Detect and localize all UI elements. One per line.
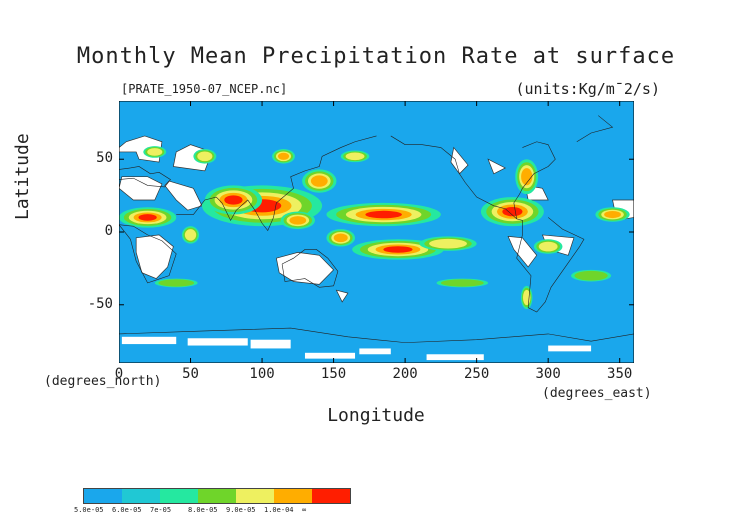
x-tick-label: 300 — [535, 366, 561, 382]
colorbar-label: 7e-05 — [150, 506, 172, 514]
missing-data-patch — [275, 252, 335, 285]
coastline — [390, 135, 585, 313]
y-tick-label: 0 — [104, 223, 113, 239]
colorbar-label: 9.0e-05 — [226, 506, 256, 514]
y-unit-label: (degrees_north) — [44, 374, 162, 389]
missing-data-patch — [121, 336, 177, 345]
x-tick-label: 350 — [607, 366, 633, 382]
precip-contour — [502, 206, 523, 217]
coastline — [119, 166, 171, 188]
precip-contour — [440, 279, 484, 287]
colorbar-label: 8.0e-05 — [188, 506, 218, 514]
precip-contour — [289, 216, 307, 225]
missing-data-patch — [426, 354, 484, 361]
missing-data-patch — [335, 289, 349, 303]
colorbar-label: 6.0e-05 — [112, 506, 142, 514]
precip-contour — [521, 168, 533, 186]
missing-data-patch — [135, 234, 174, 279]
colorbar-label: ∞ — [302, 506, 307, 514]
units-label: (units:Kg/m¯2/s) — [515, 80, 661, 98]
missing-data-patch — [187, 338, 248, 346]
x-tick-label: 150 — [320, 366, 347, 382]
precip-contour — [345, 152, 365, 161]
missing-data-patch — [487, 158, 507, 175]
precip-contour — [147, 148, 163, 156]
colorbar — [83, 488, 351, 504]
coastline — [576, 115, 614, 143]
x-unit-label: (degrees_east) — [542, 386, 652, 401]
x-tick-label: 100 — [249, 366, 275, 382]
precip-contour — [310, 175, 328, 187]
colorbar-swatch — [160, 489, 198, 503]
colorbar-swatch — [198, 489, 236, 503]
missing-data-patch — [507, 235, 538, 268]
precip-contour — [365, 210, 402, 219]
missing-data-patch — [250, 339, 291, 349]
map-plot-area — [119, 101, 634, 363]
missing-data-patch — [164, 180, 203, 211]
precip-contour — [277, 152, 290, 160]
y-tick-label: -50 — [87, 295, 113, 312]
colorbar-swatch — [236, 489, 274, 503]
precip-contour — [184, 229, 197, 241]
x-tick-label: 250 — [463, 366, 490, 382]
precip-contour — [197, 151, 213, 162]
chart-title: Monthly Mean Precipitation Rate at surfa… — [76, 44, 676, 69]
colorbar-label: 5.0e-05 — [74, 506, 104, 514]
precip-contour — [383, 246, 413, 253]
colorbar-swatch — [84, 489, 122, 503]
missing-data-patch — [359, 348, 391, 355]
coastline — [119, 327, 634, 343]
file-label: [PRATE_1950-07_NCEP.nc] — [121, 82, 288, 96]
colorbar-label: 1.0e-04 — [264, 506, 294, 514]
x-tick-label: 200 — [392, 366, 418, 382]
y-axis-label: Latitude — [12, 133, 33, 220]
coastline — [176, 135, 377, 232]
colorbar-swatch — [312, 489, 350, 503]
x-tick-label: 50 — [182, 366, 199, 382]
precipitation-map — [119, 101, 634, 363]
precip-contour — [158, 279, 195, 287]
colorbar-swatch — [274, 489, 312, 503]
precip-contour — [138, 214, 157, 221]
missing-data-patch — [304, 352, 356, 359]
coastline — [281, 249, 339, 288]
precip-contour — [224, 195, 243, 205]
precip-contour — [574, 270, 608, 281]
coastline — [119, 224, 177, 284]
precip-contour — [538, 241, 558, 252]
missing-data-patch — [548, 345, 592, 352]
x-axis-label: Longitude — [327, 405, 425, 426]
precip-contour — [604, 210, 621, 219]
precip-contour — [333, 233, 348, 243]
missing-data-patch — [119, 176, 163, 201]
coastline — [513, 141, 556, 219]
y-tick-label: 50 — [96, 150, 113, 167]
colorbar-swatch — [122, 489, 160, 503]
x-tick-label: 0 — [114, 366, 124, 382]
precip-contour — [429, 238, 467, 249]
